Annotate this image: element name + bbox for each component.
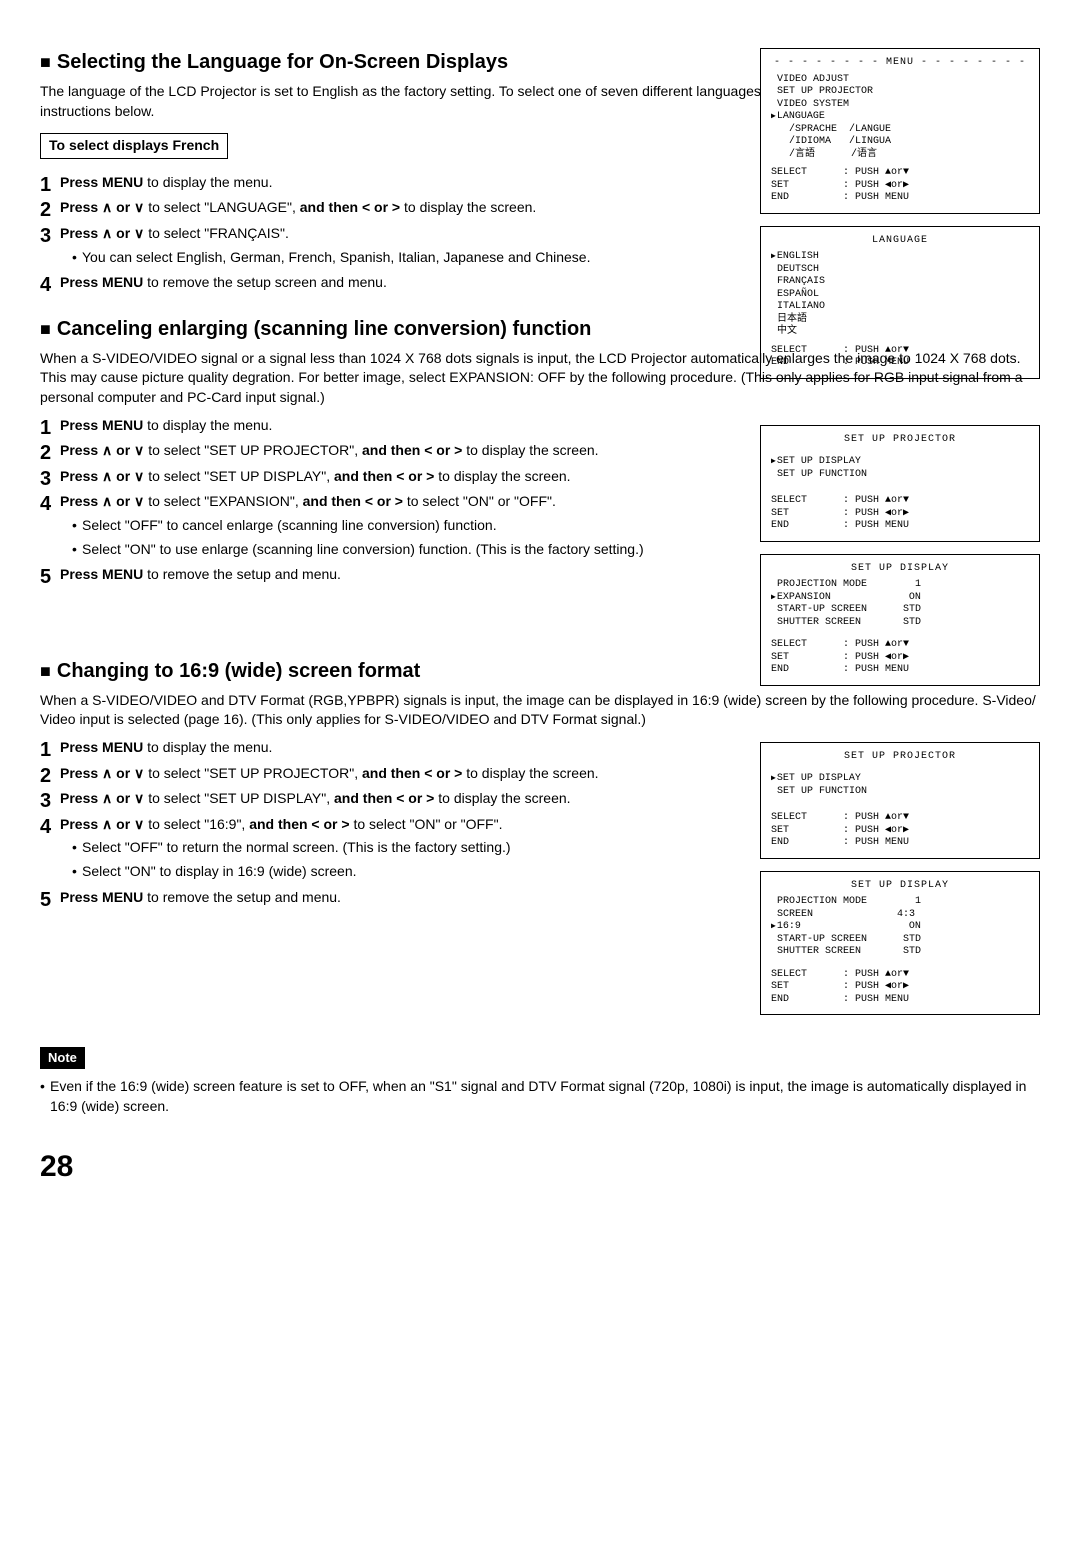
step-4: 4Press ∧ or ∨ to select "EXPANSION", and…	[40, 492, 680, 559]
steps-expansion: 1Press MENU to display the menu. 2Press …	[40, 416, 680, 585]
step-2: 2Press ∧ or ∨ to select "LANGUAGE", and …	[40, 198, 680, 218]
step-3: 3Press ∧ or ∨ to select "SET UP DISPLAY"…	[40, 467, 680, 487]
step-4-sub2: Select "ON" to use enlarge (scanning lin…	[72, 540, 680, 560]
step-3-sub: You can select English, German, French, …	[72, 248, 680, 268]
note-badge: Note	[40, 1047, 85, 1069]
step-5: 5Press MENU to remove the setup and menu…	[40, 565, 680, 585]
step-4: 4Press ∧ or ∨ to select "16:9", and then…	[40, 815, 680, 882]
steps-language: 1Press MENU to display the menu. 2Press …	[40, 173, 680, 293]
box-select-french: To select displays French	[40, 133, 228, 159]
intro-expansion: When a S-VIDEO/VIDEO signal or a signal …	[40, 349, 1040, 408]
menu-setup-display-2: SET UP DISPLAY PROJECTION MODE 1 SCREEN …	[760, 871, 1040, 1016]
step-1: 1Press MENU to display the menu.	[40, 738, 680, 758]
step-1: 1Press MENU to display the menu.	[40, 416, 680, 436]
page-number: 28	[40, 1146, 1040, 1188]
menu-main: - - - - - - - - MENU - - - - - - - - VID…	[760, 48, 1040, 214]
step-4-sub1: Select "OFF" to cancel enlarge (scanning…	[72, 516, 680, 536]
step-2: 2Press ∧ or ∨ to select "SET UP PROJECTO…	[40, 764, 680, 784]
heading-expansion: ■Canceling enlarging (scanning line conv…	[40, 315, 1040, 343]
step-3: 3Press ∧ or ∨ to select "SET UP DISPLAY"…	[40, 789, 680, 809]
heading-wide: ■Changing to 16:9 (wide) screen format	[40, 657, 1040, 685]
section-wide: ■Changing to 16:9 (wide) screen format W…	[40, 657, 1040, 1017]
step-3: 3Press ∧ or ∨ to select "FRANÇAIS". You …	[40, 224, 680, 267]
note-block: Note Even if the 16:9 (wide) screen feat…	[40, 1039, 1040, 1116]
step-4: 4Press MENU to remove the setup screen a…	[40, 273, 680, 293]
step-4-sub1: Select "OFF" to return the normal screen…	[72, 838, 680, 858]
step-1: 1Press MENU to display the menu.	[40, 173, 680, 193]
note-text: Even if the 16:9 (wide) screen feature i…	[40, 1077, 1040, 1116]
steps-wide: 1Press MENU to display the menu. 2Press …	[40, 738, 680, 907]
menu-setup-projector-2: SET UP PROJECTOR SET UP DISPLAY SET UP F…	[760, 742, 1040, 859]
section-expansion: ■Canceling enlarging (scanning line conv…	[40, 315, 1040, 635]
menus-wide: SET UP PROJECTOR SET UP DISPLAY SET UP F…	[760, 742, 1040, 1028]
intro-wide: When a S-VIDEO/VIDEO and DTV Format (RGB…	[40, 691, 1040, 730]
step-2: 2Press ∧ or ∨ to select "SET UP PROJECTO…	[40, 441, 680, 461]
section-language: ■Selecting the Language for On-Screen Di…	[40, 48, 1040, 293]
step-5: 5Press MENU to remove the setup and menu…	[40, 888, 680, 908]
menu-setup-projector: SET UP PROJECTOR SET UP DISPLAY SET UP F…	[760, 425, 1040, 542]
step-4-sub2: Select "ON" to display in 16:9 (wide) sc…	[72, 862, 680, 882]
